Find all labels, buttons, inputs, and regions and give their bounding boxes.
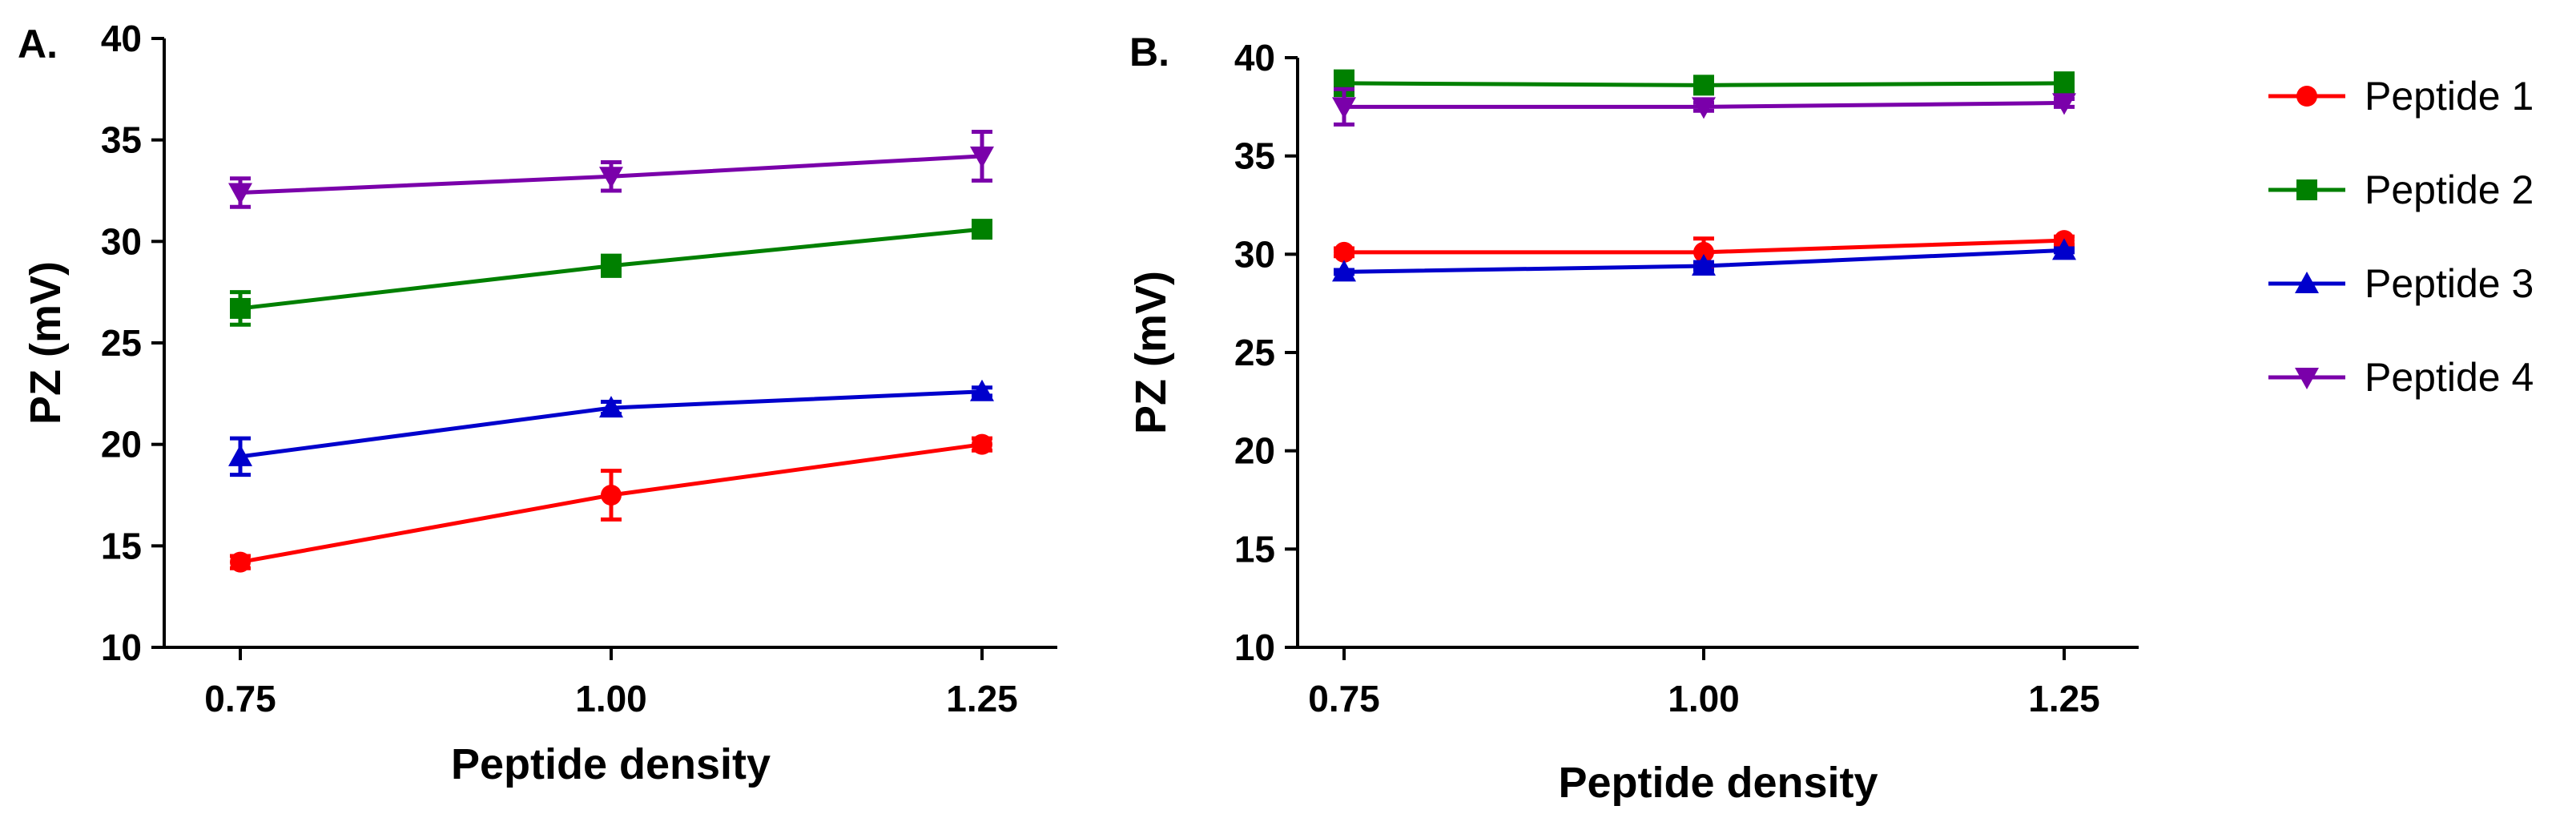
data-point xyxy=(1332,260,1356,282)
y-tick-label: 35 xyxy=(101,119,142,161)
data-point xyxy=(1692,254,1716,276)
data-point xyxy=(970,379,994,401)
x-tick-label: 1.25 xyxy=(946,678,1018,719)
x-axis-title: Peptide density xyxy=(1558,759,1878,807)
y-tick-label: 25 xyxy=(1234,332,1275,373)
legend-item-4: Peptide 4 xyxy=(2268,355,2534,400)
x-axis-title: Peptide density xyxy=(451,740,771,788)
y-tick-label: 15 xyxy=(101,525,142,566)
series-1 xyxy=(230,433,992,573)
data-point xyxy=(2052,93,2076,115)
legend-item-2: Peptide 2 xyxy=(2268,167,2534,212)
data-point xyxy=(228,444,252,466)
y-tick-label: 20 xyxy=(1234,430,1275,472)
x-tick-label: 1.25 xyxy=(2028,678,2100,719)
data-point xyxy=(2054,72,2075,94)
legend-label: Peptide 3 xyxy=(2365,261,2534,306)
legend-label: Peptide 1 xyxy=(2365,74,2534,119)
data-point xyxy=(970,146,994,168)
legend-marker xyxy=(2295,272,2319,293)
data-point xyxy=(1332,97,1356,119)
y-tick-label: 30 xyxy=(1234,233,1275,275)
y-tick-label: 40 xyxy=(101,18,142,59)
y-tick-label: 10 xyxy=(1234,627,1275,668)
y-tick-label: 40 xyxy=(1234,37,1275,79)
data-point xyxy=(1334,241,1354,263)
x-tick-label: 1.00 xyxy=(1668,678,1740,719)
y-tick-label: 15 xyxy=(1234,528,1275,570)
y-tick-label: 20 xyxy=(101,424,142,465)
data-point xyxy=(1693,241,1714,263)
series-2 xyxy=(1334,69,2075,98)
panel-a: A. 10 15 20 25 30 35 40 0.75 1.00 1.25 Peptide dens… xyxy=(18,18,1057,788)
legend-marker xyxy=(2296,179,2317,200)
series-4 xyxy=(1332,87,2076,127)
legend: Peptide 1 Peptide 2 Peptide 3 Peptide 4 xyxy=(2268,74,2534,400)
legend-item-3: Peptide 3 xyxy=(2268,261,2534,306)
series-2 xyxy=(230,219,992,327)
legend-marker xyxy=(2296,86,2317,107)
data-point xyxy=(2052,238,2076,260)
x-tick-label: 0.75 xyxy=(204,678,276,719)
data-point xyxy=(972,219,992,240)
series-4 xyxy=(228,130,994,209)
legend-marker xyxy=(2295,368,2319,389)
data-point xyxy=(972,433,992,455)
data-point xyxy=(228,183,252,205)
y-axis-title: PZ (mV) xyxy=(1127,271,1175,434)
y-tick-label: 25 xyxy=(101,322,142,364)
data-point xyxy=(230,551,251,573)
legend-label: Peptide 2 xyxy=(2365,167,2534,212)
panel-label: A. xyxy=(18,22,58,66)
y-tick-label: 10 xyxy=(101,627,142,668)
x-tick-label: 0.75 xyxy=(1308,678,1380,719)
data-point xyxy=(601,485,622,506)
panel-label: B. xyxy=(1129,30,1169,75)
data-point xyxy=(1692,97,1716,119)
legend-label: Peptide 4 xyxy=(2365,355,2534,400)
y-axis-title: PZ (mV) xyxy=(22,261,70,425)
data-point xyxy=(599,396,623,418)
y-tick-label: 30 xyxy=(101,220,142,262)
legend-item-1: Peptide 1 xyxy=(2268,74,2534,119)
y-tick-label: 35 xyxy=(1234,135,1275,177)
x-tick-label: 1.00 xyxy=(575,678,647,719)
data-point xyxy=(1693,75,1714,96)
series-3 xyxy=(1332,238,2076,282)
data-point xyxy=(230,297,251,319)
series-3 xyxy=(228,379,994,477)
panel-b: B. 10 15 20 25 30 35 40 0.75 1.00 1.25 Peptide dens… xyxy=(1127,30,2139,807)
data-point xyxy=(599,167,623,189)
data-point xyxy=(601,255,622,276)
